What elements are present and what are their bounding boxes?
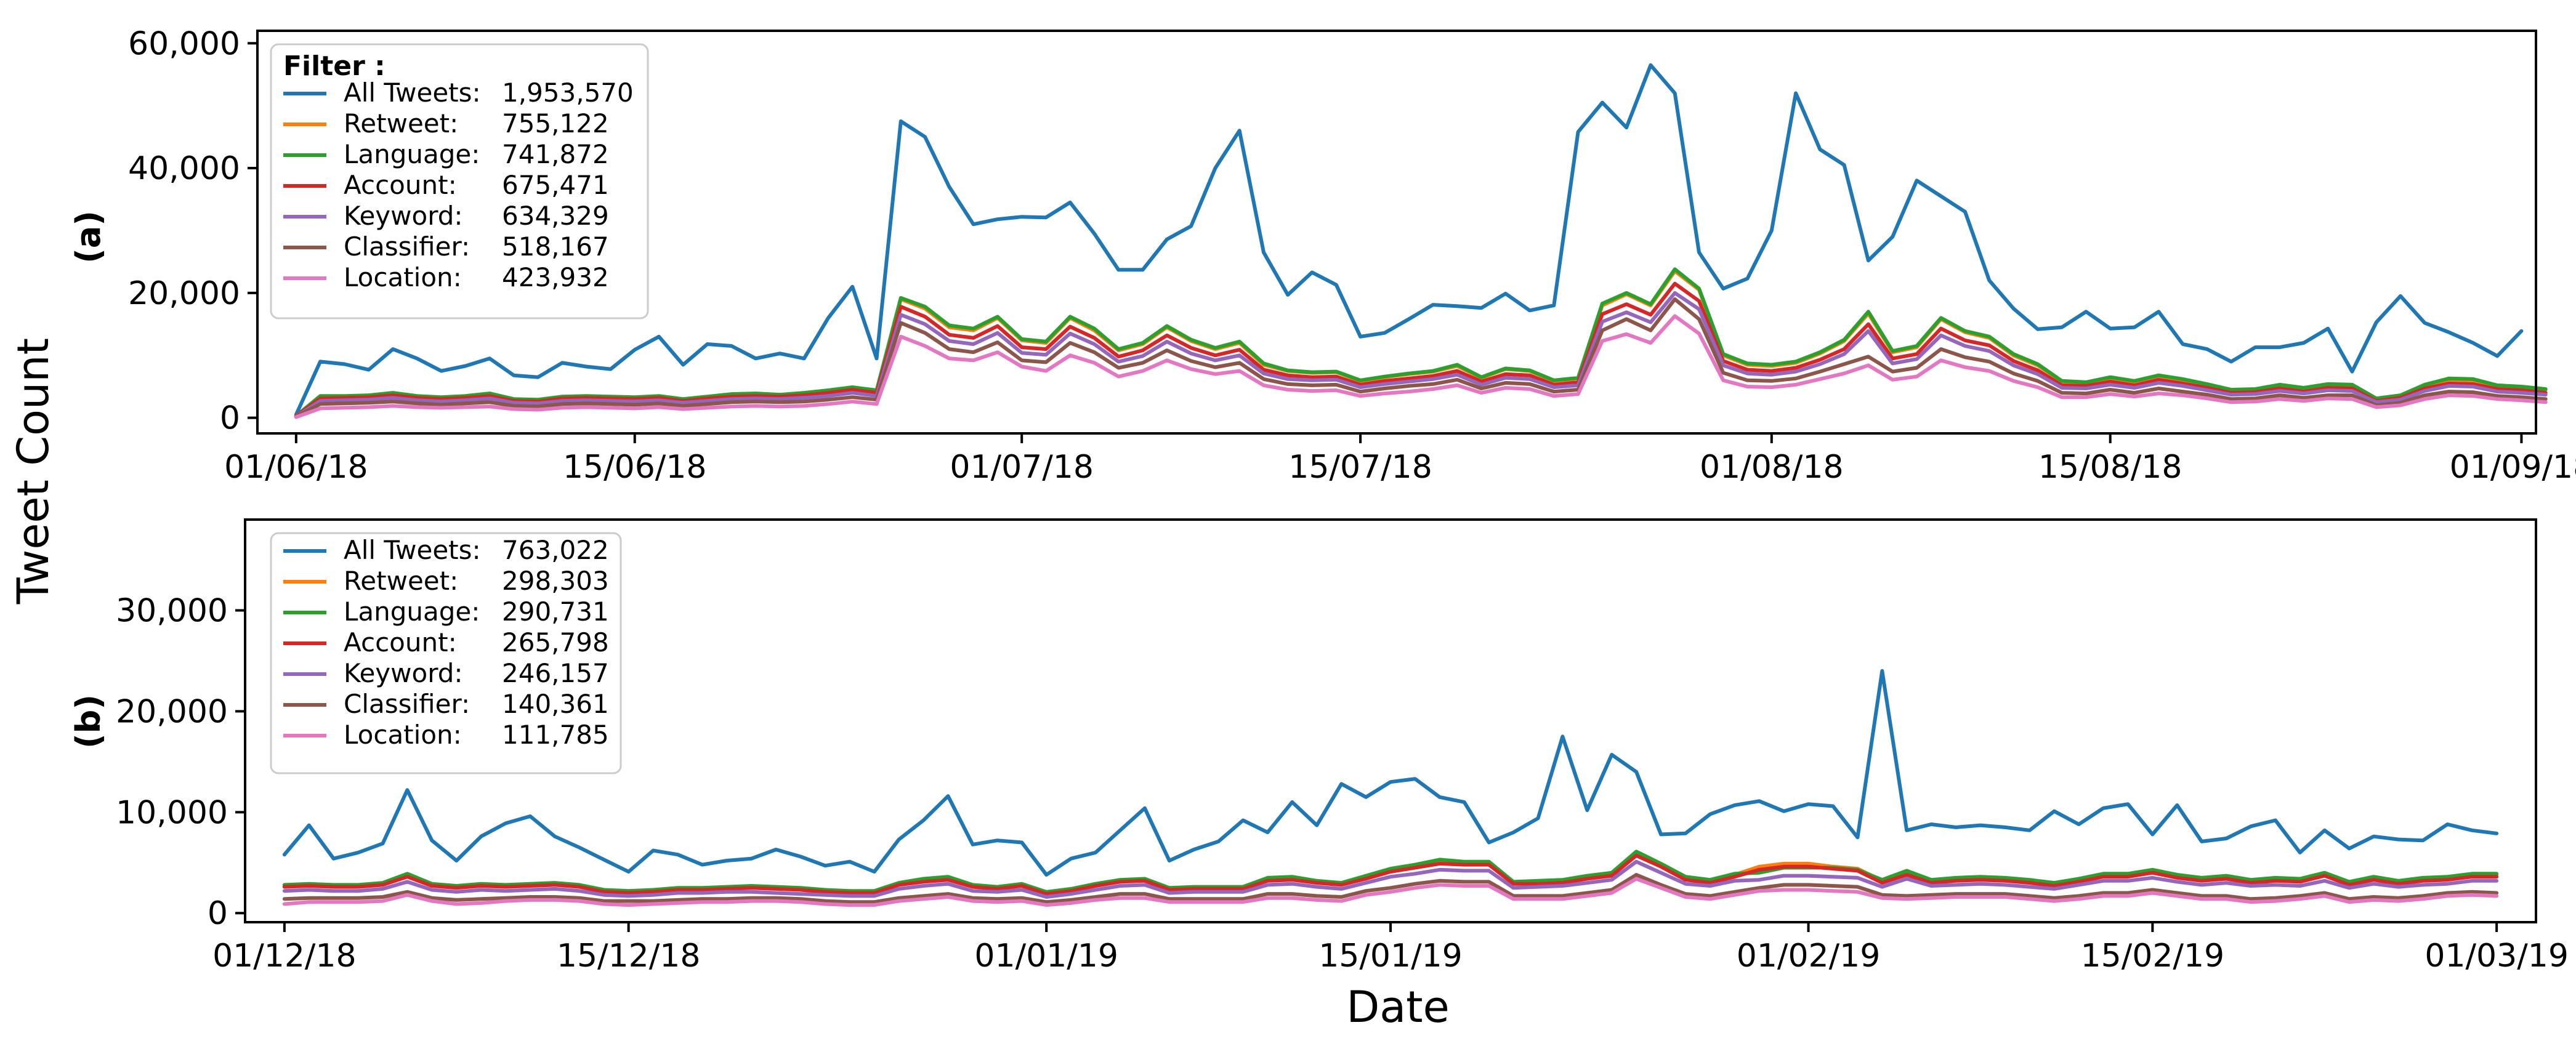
y-tick-label-b: 0 [208, 895, 228, 932]
y-tick-label-a: 60,000 [128, 25, 240, 62]
legend-total-a: 423,932 [502, 262, 609, 292]
series-line-a-6 [294, 297, 2548, 419]
legend-total-a: 741,872 [502, 139, 609, 169]
legend-label-a: Retweet: [344, 108, 458, 139]
legend-label-a: Language: [344, 139, 480, 169]
series-line-b-6 [282, 873, 2499, 904]
series-line-a-5 [294, 291, 2548, 419]
x-tick-label-b: 15/12/18 [557, 938, 701, 975]
series-line-a-1 [294, 63, 2524, 417]
x-tick-label-b: 15/02/19 [2081, 938, 2225, 975]
legend-label-b: Location: [344, 720, 462, 750]
legend-total-b: 763,022 [502, 535, 609, 565]
legend-label-b: Account: [344, 627, 457, 657]
series-line-b-4 [282, 853, 2499, 896]
series-line-b-1 [282, 669, 2499, 877]
legend-total-a: 518,167 [502, 231, 609, 262]
legend-label-b: All Tweets: [344, 535, 481, 565]
panel-b-plot [282, 669, 2499, 907]
y-tick-label-a: 20,000 [128, 275, 240, 312]
x-tick-label-b: 15/01/19 [1318, 938, 1463, 975]
legend-total-a: 755,122 [502, 108, 609, 139]
legend-total-b: 265,798 [502, 627, 609, 657]
x-axis-label: Date [1346, 982, 1449, 1032]
legend-total-b: 290,731 [502, 597, 609, 627]
legend-total-a: 1,953,570 [502, 78, 634, 108]
y-tick-label-a: 40,000 [128, 150, 240, 187]
panel-a-plot [294, 63, 2548, 419]
x-tick-label-a: 01/07/18 [950, 449, 1094, 486]
legend-a-title: Filter : [283, 50, 386, 82]
legend-label-b: Language: [344, 597, 480, 627]
panel-a-legend: Filter : All Tweets: 1,953,570 Retweet: 755… [270, 43, 649, 320]
panel-b-legend: All Tweets: 763,022 Retweet: 298,303 Languag… [270, 532, 622, 774]
x-tick-label-b: 01/02/19 [1737, 938, 1881, 975]
legend-a-box [270, 43, 649, 320]
series-line-b-7 [282, 877, 2499, 907]
panel-b-ticks: 0 10,000 20,000 30,000 01/12/18 15/12/18 01/01… [116, 593, 2569, 975]
legend-label-a: Location: [344, 262, 462, 292]
y-tick-label-a: 0 [220, 400, 240, 437]
panel-a-ticks: 0 20,000 40,000 60,000 01/06/18 15/06/18 01/07… [128, 25, 2576, 486]
legend-total-b: 246,157 [502, 658, 609, 688]
x-tick-label-b: 01/12/18 [212, 938, 357, 975]
x-tick-label-b: 01/01/19 [974, 938, 1118, 975]
legend-label-a: Keyword: [344, 201, 463, 231]
x-tick-label-a: 01/09/18 [2450, 449, 2576, 486]
panel-b-label: (b) [69, 694, 108, 749]
series-line-a-3 [294, 267, 2548, 418]
x-tick-label-a: 01/08/18 [1700, 449, 1844, 486]
x-tick-label-a: 15/06/18 [563, 449, 707, 486]
series-line-a-7 [294, 314, 2548, 419]
legend-total-b: 111,785 [502, 720, 609, 750]
legend-total-a: 634,329 [502, 201, 609, 231]
legend-label-b: Retweet: [344, 566, 458, 596]
legend-label-b: Keyword: [344, 658, 463, 688]
legend-b-box [270, 532, 622, 774]
x-tick-label-a: 01/06/18 [224, 449, 368, 486]
legend-label-b: Classifier: [344, 689, 470, 719]
x-tick-label-a: 15/07/18 [1288, 449, 1432, 486]
x-tick-label-a: 15/08/18 [2038, 449, 2182, 486]
legend-total-b: 140,361 [502, 689, 609, 719]
x-tick-label-b: 01/03/19 [2425, 938, 2569, 975]
y-tick-label-b: 20,000 [116, 693, 228, 730]
legend-label-a: Classifier: [344, 231, 470, 262]
legend-label-a: All Tweets: [344, 78, 481, 108]
legend-total-a: 675,471 [502, 170, 609, 200]
y-tick-label-b: 10,000 [116, 794, 228, 831]
series-line-b-3 [282, 850, 2499, 894]
y-tick-label-b: 30,000 [116, 593, 228, 630]
y-axis-label: Tweet Count [8, 338, 59, 605]
series-line-b-5 [282, 859, 2499, 899]
series-line-a-4 [294, 281, 2548, 418]
legend-total-b: 298,303 [502, 566, 609, 596]
panel-a-frame [256, 30, 2537, 435]
panel-a-label: (a) [69, 211, 108, 263]
legend-label-a: Account: [344, 170, 457, 200]
